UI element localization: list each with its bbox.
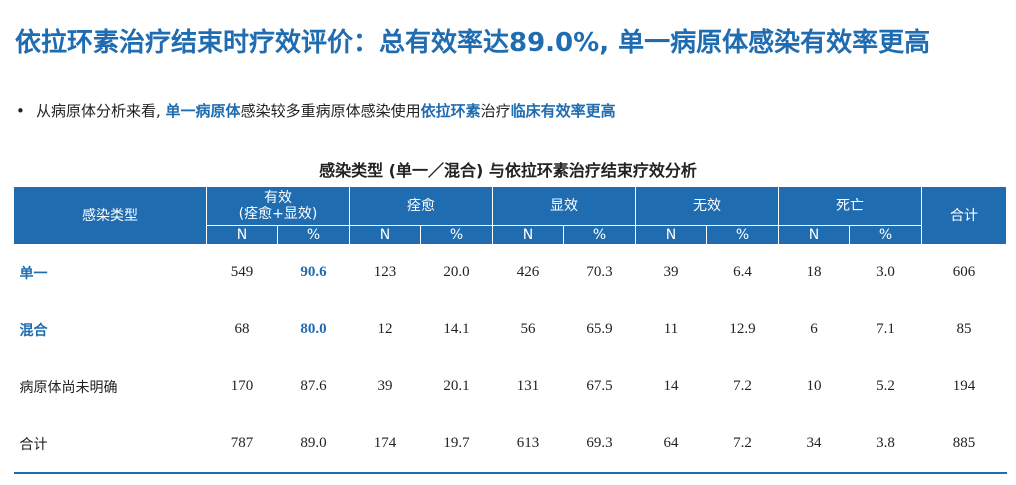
header-infection-type: 感染类型: [13, 187, 207, 244]
cell-total: 194: [952, 378, 976, 394]
cell-effective-n: 68: [234, 321, 250, 337]
cell-death-n: 34: [778, 415, 850, 474]
cell-ineffective-n: 39: [663, 264, 679, 280]
table-row: 混合 68 80.0 12 14.1 56 65.9 11 12.9 6 7.1…: [14, 301, 1007, 358]
cell-marked-pct: 70.3: [586, 264, 613, 280]
cell-ineffective-n: 11: [663, 321, 679, 337]
subheader-pct: %: [563, 225, 636, 244]
bullet-marker: •: [16, 102, 25, 120]
header-effective-line1: 有效: [264, 190, 292, 206]
cell-death-pct: 7.1: [876, 321, 895, 337]
efficacy-table: 感染类型 有效 (痊愈+显效) 痊愈 显效 无效 死亡 合计 N % N % N…: [13, 187, 1007, 474]
subheader-n: N: [492, 225, 564, 244]
table-title: 感染类型 (单一／混合) 与依拉环素治疗结束疗效分析: [319, 161, 697, 180]
cell-effective-pct: 80.0: [300, 321, 327, 337]
row-label: 病原体尚未明确: [19, 379, 118, 396]
subheader-n: N: [206, 225, 278, 244]
cell-ineffective-pct: 7.2: [706, 415, 779, 474]
cell-total: 606: [952, 264, 976, 280]
cell-effective-n: 549: [230, 264, 254, 280]
bullet-highlight-drug: 依拉环素: [420, 102, 481, 120]
subheader-pct: %: [849, 225, 922, 244]
cell-ineffective-pct: 6.4: [733, 264, 752, 280]
cell-death-pct: 3.8: [849, 415, 922, 474]
cell-death-n: 18: [806, 264, 822, 280]
cell-death-pct: 3.0: [876, 264, 895, 280]
cell-cured-pct: 14.1: [443, 321, 470, 337]
cell-cured-n: 174: [349, 415, 421, 474]
bullet-text-3: 治疗: [480, 102, 511, 120]
cell-total: 885: [921, 415, 1007, 474]
row-label: 单一: [19, 265, 48, 282]
cell-marked-pct: 67.5: [586, 378, 613, 394]
subheader-n: N: [635, 225, 707, 244]
cell-ineffective-pct: 12.9: [729, 321, 756, 337]
cell-ineffective-n: 64: [635, 415, 707, 474]
cell-marked-pct: 65.9: [586, 321, 613, 337]
cell-effective-n: 170: [230, 378, 254, 394]
header-effective-line2: (痊愈+显效): [238, 206, 318, 222]
bullet-text-2: 感染较多重病原体感染使用: [240, 102, 421, 120]
cell-marked-n: 131: [516, 378, 540, 394]
subheader-pct: %: [706, 225, 779, 244]
header-marked: 显效: [492, 187, 636, 226]
cell-death-n: 10: [806, 378, 822, 394]
row-label: 合计: [13, 415, 207, 474]
cell-effective-pct: 90.6: [300, 264, 327, 280]
header-total: 合计: [921, 187, 1007, 244]
cell-effective-n: 787: [206, 415, 278, 474]
subheader-n: N: [778, 225, 850, 244]
cell-ineffective-n: 14: [663, 378, 679, 394]
subheader-n: N: [349, 225, 421, 244]
subheader-pct: %: [277, 225, 350, 244]
cell-cured-n: 123: [373, 264, 397, 280]
header-effective: 有效 (痊愈+显效): [206, 187, 350, 226]
cell-effective-pct: 89.0: [277, 415, 350, 474]
cell-marked-n: 56: [520, 321, 536, 337]
bullet-highlight-result: 临床有效率更高: [510, 102, 616, 120]
row-label: 混合: [19, 322, 48, 339]
table-row: 病原体尚未明确 170 87.6 39 20.1 131 67.5 14 7.2…: [14, 358, 1007, 415]
bullet-point: • 从病原体分析来看, 单一病原体感染较多重病原体感染使用依拉环素治疗临床有效率更…: [16, 100, 616, 121]
cell-marked-n: 426: [516, 264, 540, 280]
cell-cured-pct: 20.1: [443, 378, 470, 394]
page-title: 依拉环素治疗结束时疗效评价：总有效率达89.0%, 单一病原体感染有效率更高: [15, 28, 931, 58]
cell-total: 85: [956, 321, 972, 337]
header-cured: 痊愈: [349, 187, 493, 226]
cell-cured-pct: 20.0: [443, 264, 470, 280]
header-ineffective: 无效: [635, 187, 779, 226]
subheader-pct: %: [420, 225, 493, 244]
cell-ineffective-pct: 7.2: [733, 378, 752, 394]
cell-death-pct: 5.2: [876, 378, 895, 394]
cell-death-n: 6: [810, 321, 818, 337]
table-row-total: 合计 787 89.0 174 19.7 613 69.3 64 7.2 34 …: [13, 415, 1007, 474]
cell-marked-n: 613: [492, 415, 564, 474]
bullet-text-1: 从病原体分析来看,: [36, 102, 166, 120]
cell-cured-n: 39: [377, 378, 393, 394]
bullet-highlight-single: 单一病原体: [165, 102, 241, 120]
cell-marked-pct: 69.3: [563, 415, 636, 474]
header-death: 死亡: [778, 187, 922, 226]
cell-cured-pct: 19.7: [420, 415, 493, 474]
cell-cured-n: 12: [377, 321, 393, 337]
table-row: 单一 549 90.6 123 20.0 426 70.3 39 6.4 18 …: [14, 244, 1007, 301]
cell-effective-pct: 87.6: [300, 378, 327, 394]
